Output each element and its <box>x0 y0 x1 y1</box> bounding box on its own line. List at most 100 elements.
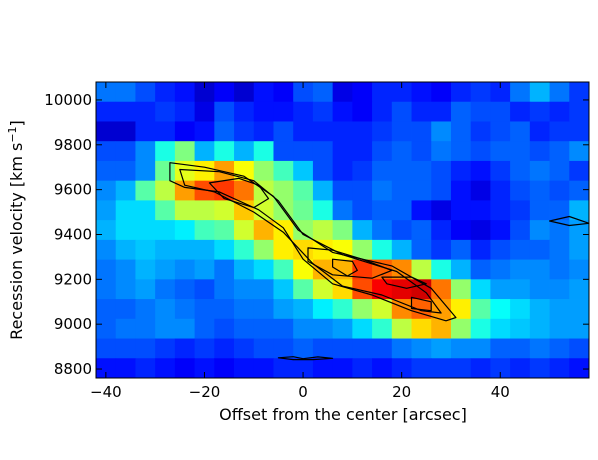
heatmap-cell <box>450 160 472 182</box>
heatmap-cell <box>391 358 412 379</box>
heatmap-cell <box>372 141 393 162</box>
heatmap-cell <box>214 279 235 300</box>
heatmap-cell <box>96 121 117 142</box>
heatmap-cell <box>431 299 452 320</box>
heatmap-cell <box>332 180 353 201</box>
heatmap-cell <box>135 220 156 241</box>
heatmap-cell <box>253 160 274 182</box>
heatmap-cell <box>273 180 294 201</box>
heatmap-cell <box>549 82 570 103</box>
heatmap-cell <box>273 299 294 320</box>
heatmap-cell <box>174 220 195 241</box>
heatmap-cell <box>569 160 590 182</box>
y-tick-label: 9200 <box>54 270 92 288</box>
heatmap-cell <box>135 338 156 359</box>
heatmap-cell <box>174 160 195 182</box>
heatmap-cell <box>529 101 550 122</box>
heatmap-cell <box>253 220 274 241</box>
heatmap-cell <box>96 200 117 221</box>
heatmap-cell <box>273 338 294 359</box>
heatmap-cell <box>253 358 274 379</box>
heatmap-cell <box>431 279 452 300</box>
heatmap-cell <box>214 239 235 260</box>
heatmap-cell <box>312 82 334 103</box>
heatmap-cell <box>234 180 255 201</box>
heatmap-cell <box>293 358 314 379</box>
heatmap-cell <box>194 299 215 320</box>
heatmap-cell <box>96 160 117 182</box>
heatmap-cell <box>450 141 472 162</box>
heatmap-cell <box>450 220 472 241</box>
heatmap-cell <box>312 200 334 221</box>
heatmap-cell <box>174 299 195 320</box>
heatmap-cell <box>569 121 590 142</box>
heatmap-cell <box>450 239 472 260</box>
heatmap-cell <box>372 180 393 201</box>
heatmap-cell <box>549 259 570 280</box>
heatmap-cell <box>391 318 412 339</box>
heatmap-cell <box>510 338 531 359</box>
heatmap-cell <box>470 338 491 359</box>
heatmap-cell <box>450 279 472 300</box>
heatmap-cell <box>253 101 274 122</box>
heatmap-cell <box>569 141 590 162</box>
contour-line <box>208 177 270 209</box>
heatmap-cell <box>490 338 511 359</box>
heatmap-cell <box>352 82 373 103</box>
heatmap-cell <box>293 299 314 320</box>
heatmap-cell <box>194 200 215 221</box>
heatmap-cell <box>96 358 117 379</box>
heatmap-cell <box>352 180 373 201</box>
heatmap-cell <box>234 358 255 379</box>
heatmap-cell <box>391 220 412 241</box>
heatmap-cell <box>214 180 235 201</box>
heatmap-cell <box>569 318 590 339</box>
heatmap-cell <box>234 239 255 260</box>
heatmap-cell <box>115 279 136 300</box>
heatmap-cell <box>273 358 294 379</box>
heatmap-cell <box>490 299 511 320</box>
heatmap-cell <box>155 220 176 241</box>
heatmap-cell <box>411 101 432 122</box>
y-axis-label: Recession velocity [km s−1] <box>6 120 26 340</box>
heatmap-cell <box>115 259 136 280</box>
y-tick-label: 9800 <box>54 136 92 154</box>
heatmap-cell <box>510 279 531 300</box>
heatmap-cell <box>135 358 156 379</box>
heatmap-cell <box>332 101 353 122</box>
heatmap-cell <box>529 279 550 300</box>
heatmap-cell <box>470 239 491 260</box>
heatmap-cell <box>234 338 255 359</box>
heatmap-cell <box>391 101 412 122</box>
heatmap-cell <box>352 259 373 280</box>
heatmap-cell <box>96 338 117 359</box>
heatmap-cell <box>490 82 511 103</box>
heatmap-cell <box>450 121 472 142</box>
heatmap-cell <box>234 279 255 300</box>
heatmap-cell <box>135 259 156 280</box>
heatmap-cell <box>135 121 156 142</box>
heatmap-cell <box>214 338 235 359</box>
heatmap-cell <box>234 121 255 142</box>
heatmap-cell <box>411 180 432 201</box>
heatmap-cell <box>273 239 294 260</box>
heatmap-cell <box>569 259 590 280</box>
heatmap-cell <box>293 318 314 339</box>
heatmap-cell <box>214 259 235 280</box>
heatmap-cell <box>411 200 432 221</box>
contour-line <box>332 258 358 277</box>
heatmap-cell <box>293 160 314 182</box>
heatmap-cell <box>470 318 491 339</box>
heatmap-cell <box>569 82 590 103</box>
heatmap-cell <box>352 358 373 379</box>
heatmap-cell <box>194 279 215 300</box>
heatmap-cell <box>490 160 511 182</box>
heatmap-cell <box>194 259 215 280</box>
heatmap-cell <box>115 82 136 103</box>
heatmap-cell <box>155 82 176 103</box>
heatmap-cell <box>115 338 136 359</box>
heatmap-cell <box>115 358 136 379</box>
heatmap-cell <box>411 259 432 280</box>
heatmap-cell <box>391 160 412 182</box>
x-tick-label: 0 <box>298 383 308 401</box>
